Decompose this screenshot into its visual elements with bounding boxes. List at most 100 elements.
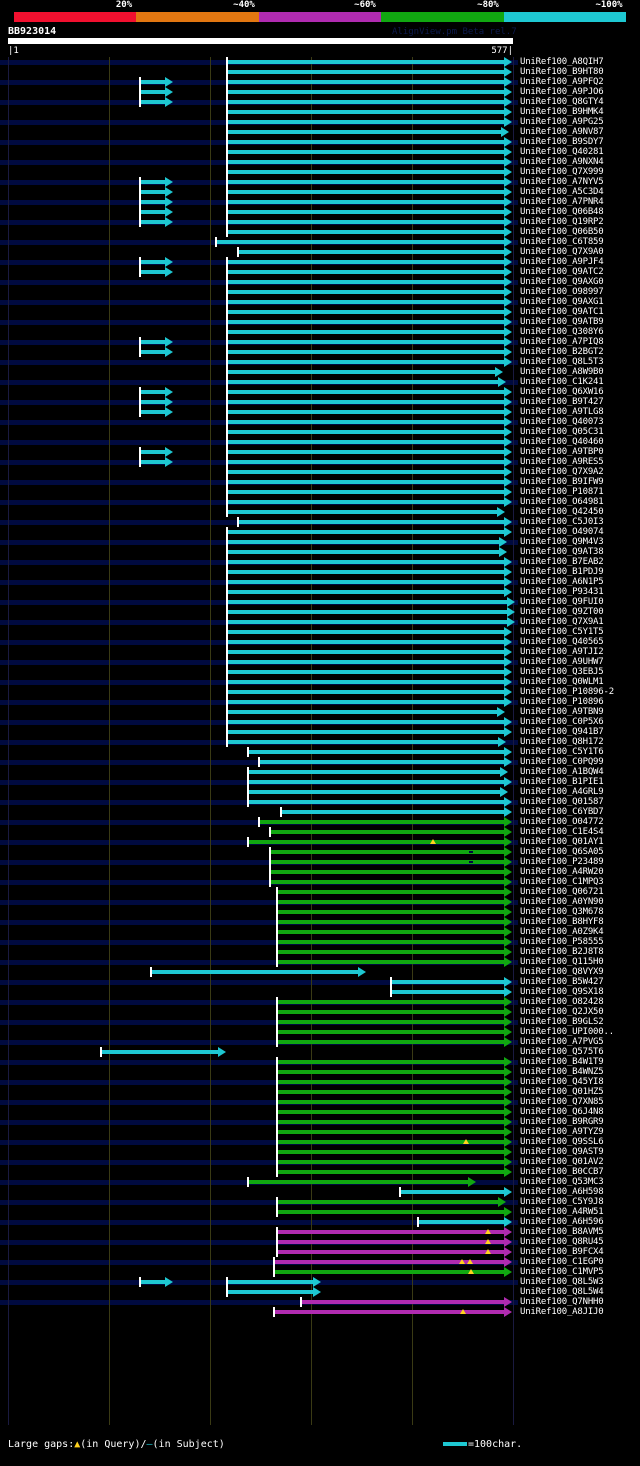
hit-bar[interactable] (226, 640, 504, 644)
hit-label[interactable]: UniRef100_Q9FUI0 (520, 597, 604, 607)
hit-bar[interactable] (390, 990, 504, 994)
hit-label[interactable]: UniRef100_P23489 (520, 857, 604, 867)
hit-label[interactable]: UniRef100_Q06B50 (520, 227, 604, 237)
hit-bar[interactable] (226, 150, 504, 154)
hit-bar[interactable] (139, 460, 165, 464)
hit-label[interactable]: UniRef100_A9UHW7 (520, 657, 604, 667)
hit-bar[interactable] (150, 970, 358, 974)
alignment-hit-row[interactable] (0, 1117, 518, 1127)
hit-label[interactable]: UniRef100_UPI000.. (520, 1027, 614, 1037)
hit-label[interactable]: UniRef100_C5Y9J8 (520, 1197, 604, 1207)
alignment-hit-row[interactable] (0, 1027, 518, 1037)
alignment-hit-row[interactable] (0, 197, 518, 207)
hit-label[interactable]: UniRef100_Q7NHH0 (520, 1297, 604, 1307)
alignment-hit-row[interactable] (0, 917, 518, 927)
hit-bar[interactable] (276, 1250, 504, 1254)
alignment-hit-row[interactable] (0, 67, 518, 77)
hit-label[interactable]: UniRef100_Q19RP2 (520, 217, 604, 227)
hit-bar[interactable] (276, 960, 504, 964)
hit-label[interactable]: UniRef100_Q40565 (520, 637, 604, 647)
hit-label[interactable]: UniRef100_P10871 (520, 487, 604, 497)
alignment-hit-row[interactable] (0, 237, 518, 247)
hit-label[interactable]: UniRef100_Q40073 (520, 417, 604, 427)
alignment-hit-row[interactable] (0, 787, 518, 797)
hit-label[interactable]: UniRef100_A9TJI2 (520, 647, 604, 657)
hit-bar[interactable] (276, 890, 504, 894)
hit-label[interactable]: UniRef100_Q3M678 (520, 907, 604, 917)
hit-bar[interactable] (247, 770, 500, 774)
alignment-hit-row[interactable] (0, 437, 518, 447)
alignment-hit-row[interactable] (0, 1207, 518, 1217)
hit-bar[interactable] (226, 170, 504, 174)
hit-bar[interactable] (269, 830, 504, 834)
alignment-hit-row[interactable] (0, 277, 518, 287)
hit-bar[interactable] (226, 320, 504, 324)
hit-label[interactable]: UniRef100_A9RES5 (520, 457, 604, 467)
hit-label[interactable]: UniRef100_C0PQ99 (520, 757, 604, 767)
alignment-hit-row[interactable] (0, 957, 518, 967)
hit-label[interactable]: UniRef100_Q6J4N8 (520, 1107, 604, 1117)
hit-label[interactable]: UniRef100_Q0WLM1 (520, 677, 604, 687)
hit-label[interactable]: UniRef100_C1E4S4 (520, 827, 604, 837)
alignment-hit-row[interactable] (0, 1187, 518, 1197)
hit-label[interactable]: UniRef100_Q01HZ5 (520, 1087, 604, 1097)
alignment-hit-row[interactable] (0, 1297, 518, 1307)
hit-label[interactable]: UniRef100_Q40281 (520, 147, 604, 157)
hit-bar[interactable] (226, 230, 504, 234)
hit-label[interactable]: UniRef100_Q42450 (520, 507, 604, 517)
hit-label[interactable]: UniRef100_Q8RU45 (520, 1237, 604, 1247)
alignment-hit-row[interactable] (0, 1057, 518, 1067)
hit-label[interactable]: UniRef100_Q45YI8 (520, 1077, 604, 1087)
alignment-hit-row[interactable] (0, 617, 518, 627)
hit-bar[interactable] (139, 90, 165, 94)
alignment-hit-row[interactable] (0, 1177, 518, 1187)
hit-label[interactable]: UniRef100_Q9ZT00 (520, 607, 604, 617)
hit-label[interactable]: UniRef100_B0CCB7 (520, 1167, 604, 1177)
alignment-hit-row[interactable] (0, 357, 518, 367)
hit-label[interactable]: UniRef100_Q7X9A2 (520, 467, 604, 477)
hit-label[interactable]: UniRef100_B9IFW9 (520, 477, 604, 487)
hit-bar[interactable] (226, 650, 504, 654)
alignment-hit-row[interactable] (0, 457, 518, 467)
hit-label[interactable]: UniRef100_B9HMK4 (520, 107, 604, 117)
hit-bar[interactable] (226, 410, 504, 414)
hit-label[interactable]: UniRef100_Q01AY1 (520, 837, 604, 847)
alignment-hit-row[interactable] (0, 317, 518, 327)
hit-label[interactable]: UniRef100_A6N1P5 (520, 577, 604, 587)
hit-bar[interactable] (276, 940, 504, 944)
hit-label[interactable]: UniRef100_A7PVG5 (520, 1037, 604, 1047)
hit-bar[interactable] (226, 70, 504, 74)
hit-label[interactable]: UniRef100_P58555 (520, 937, 604, 947)
hit-label[interactable]: UniRef100_C1MVP5 (520, 1267, 604, 1277)
hit-bar[interactable] (226, 690, 504, 694)
hit-bar[interactable] (226, 570, 504, 574)
hit-bar[interactable] (247, 1180, 468, 1184)
alignment-hit-row[interactable] (0, 657, 518, 667)
hit-bar[interactable] (226, 430, 504, 434)
alignment-hit-row[interactable] (0, 967, 518, 977)
hit-bar[interactable] (139, 410, 165, 414)
hit-label[interactable]: UniRef100_A4RW20 (520, 867, 604, 877)
alignment-hit-row[interactable] (0, 727, 518, 737)
alignment-hit-row[interactable] (0, 127, 518, 137)
alignment-hit-row[interactable] (0, 337, 518, 347)
hit-label[interactable]: UniRef100_Q6SA05 (520, 847, 604, 857)
hit-bar[interactable] (226, 90, 504, 94)
alignment-hit-row[interactable] (0, 837, 518, 847)
alignment-hit-row[interactable] (0, 827, 518, 837)
hit-bar[interactable] (226, 540, 499, 544)
alignment-hit-row[interactable] (0, 1167, 518, 1177)
alignment-hit-row[interactable] (0, 1277, 518, 1287)
hit-bar[interactable] (139, 200, 165, 204)
hit-bar[interactable] (276, 1020, 504, 1024)
hit-label[interactable]: UniRef100_Q9M4V3 (520, 537, 604, 547)
hit-bar[interactable] (226, 360, 504, 364)
hit-bar[interactable] (226, 710, 497, 714)
hit-bar[interactable] (399, 1190, 504, 1194)
alignment-hit-row[interactable] (0, 117, 518, 127)
alignment-hit-row[interactable] (0, 977, 518, 987)
hit-bar[interactable] (226, 190, 504, 194)
hit-label[interactable]: UniRef100_B9FCX4 (520, 1247, 604, 1257)
hit-label[interactable]: UniRef100_Q8GTY4 (520, 97, 604, 107)
alignment-hit-row[interactable] (0, 187, 518, 197)
